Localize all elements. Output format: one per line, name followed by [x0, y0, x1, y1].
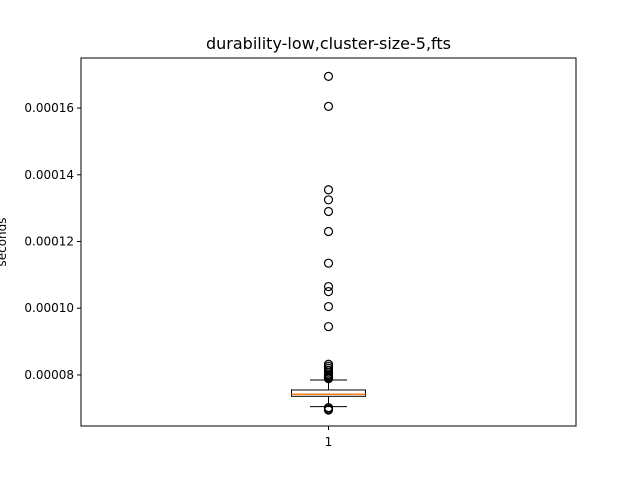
x-axis: 1: [325, 426, 333, 449]
y-tick-label: 0.00010: [24, 301, 74, 315]
box-group: [291, 379, 366, 408]
outlier-point: [323, 321, 334, 332]
y-axis: 0.00008 0.00010 0.00012 0.00014 0.00016: [24, 101, 81, 382]
outlier-point: [323, 286, 334, 297]
outlier-point: [323, 258, 334, 268]
outlier-point: [323, 101, 334, 111]
outlier-point: [323, 226, 334, 237]
outlier-point: [323, 195, 334, 205]
outlier-point: [323, 206, 334, 217]
outlier-point: [323, 71, 334, 81]
x-tick-label: 1: [325, 435, 333, 449]
y-tick-label: 0.00014: [24, 168, 74, 182]
y-tick-label: 0.00016: [24, 101, 74, 115]
outlier-point: [323, 374, 334, 384]
outlier-point: [323, 281, 334, 292]
y-axis-label: seconds: [0, 217, 9, 266]
y-tick-label: 0.00008: [24, 368, 74, 382]
chart-title: durability-low,cluster-size-5,fts: [206, 34, 451, 53]
outlier-point: [323, 185, 334, 195]
outlier-group: [323, 71, 334, 415]
outlier-point: [323, 301, 334, 312]
interquartile-box: [291, 389, 366, 397]
y-tick-label: 0.00012: [24, 234, 74, 248]
outlier-point: [323, 405, 334, 415]
